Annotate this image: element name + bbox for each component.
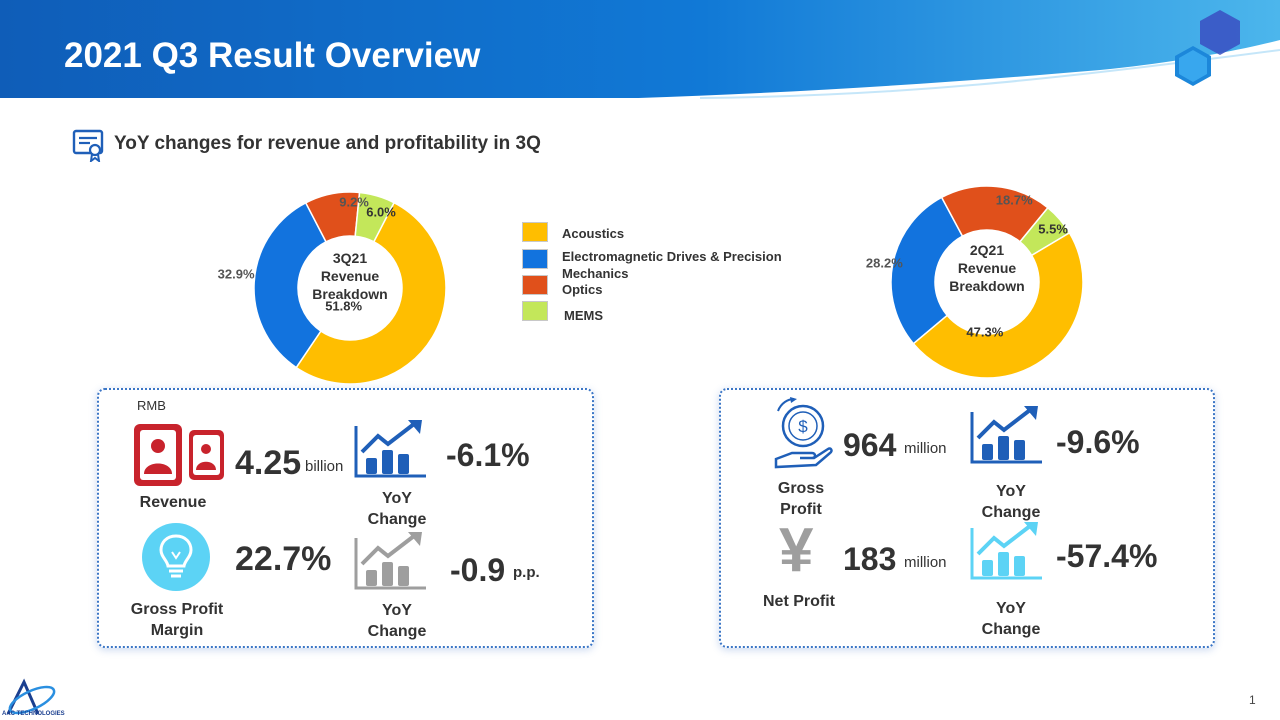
money-hand-icon: $ [774,397,833,469]
caption-line: Gross [777,480,825,497]
caption-line: Profit [780,501,822,518]
slice-electromagnetic [890,196,964,345]
gross-profit-label: Gross Profit [778,478,824,520]
donut-center-line: Breakdown [949,278,1025,294]
company-logo-text: AAC TECHNOLOGIES [2,711,65,717]
slice-mems [354,191,396,243]
net-profit-label: Net Profit [763,593,835,610]
bar-chart-growth-icon [354,420,426,478]
gross-profit-value: 964 [843,427,897,463]
certificate-icon [72,129,104,162]
revenue-value: 4.25 [235,444,302,482]
donut-center-line: Revenue [957,260,1017,276]
caption-line: YoY [996,600,1026,617]
gross-margin-yoy-value: -0.9 [450,552,506,588]
slice-electromagnetic [253,201,328,369]
legend-swatch-acoustics [522,222,548,242]
legend-swatch-electromagnetic [522,249,548,269]
page-number: 1 [1249,693,1256,707]
currency-label: RMB [137,398,166,413]
donut-center-label: 2Q21 Revenue Breakdown [949,241,1024,295]
legend-label-electromagnetic: Electromagnetic Drives & Precision Mecha… [562,249,782,282]
gross-margin-yoy-caption: YoY Change [368,600,427,642]
caption-line: Margin [150,622,204,639]
caption-line: Change [367,511,427,528]
gross-margin-value: 22.7% [235,540,332,578]
data-label: 32.9% [217,266,255,282]
caption-line: YoY [382,490,412,507]
data-label: 51.8% [325,298,363,314]
header-banner: 2021 Q3 Result Overview [0,0,1280,108]
caption-line: YoY [996,483,1026,500]
gross-margin-yoy-unit: p.p. [513,564,540,581]
data-label: 18.7% [995,192,1033,208]
caption-line: Change [981,504,1041,521]
legend-swatch-optics [522,275,548,295]
data-label: 47.3% [966,324,1004,340]
bar-chart-growth-icon [970,522,1042,580]
legend-label-line: Electromagnetic Drives & Precision [562,249,782,264]
gross-profit-unit: million [904,440,947,457]
legend-swatch-mems [522,301,548,321]
net-profit-value: 183 [843,541,897,577]
section-subtitle: YoY changes for revenue and profitabilit… [114,133,541,154]
caption-line: Change [367,623,427,640]
revenue-yoy-value: -6.1% [446,437,530,473]
bar-chart-growth-icon [354,532,426,590]
data-label: 5.5% [1038,221,1068,237]
caption-line: Change [981,621,1041,638]
slice-mems [1018,206,1071,257]
donut-center-line: Breakdown [312,286,388,302]
lightbulb-icon [142,523,210,591]
revenue-yoy-caption: YoY Change [368,488,427,530]
net-profit-unit: million [904,554,947,571]
legend-label-acoustics: Acoustics [562,226,625,241]
slice-acoustics [912,231,1084,379]
legend-label-mems: MEMS [564,308,603,323]
caption-line: YoY [382,602,412,619]
slice-optics [940,185,1049,243]
revenue-label: Revenue [139,494,207,511]
yen-icon: ¥ [779,516,814,585]
caption-line: Gross Profit [130,601,224,618]
donut-center-label: 3Q21 Revenue Breakdown [312,249,387,303]
revenue-icon [134,424,224,486]
donut-center-line: 3Q21 [332,250,368,266]
bar-chart-growth-icon [970,406,1042,464]
donut-center-line: 2Q21 [969,242,1005,258]
slice-optics [304,191,361,243]
data-label: 6.0% [366,204,396,220]
revenue-unit: billion [305,458,344,475]
company-logo [6,678,56,715]
legend-label-line: Mechanics [562,266,629,281]
gross-margin-label: Gross Profit Margin [131,599,223,641]
hexagon-decor-icon [1175,10,1240,86]
legend-label-optics: Optics [562,282,603,297]
slice-acoustics [295,201,447,385]
data-label: 28.2% [865,255,903,271]
money-symbol: $ [798,417,808,436]
net-profit-yoy-value: -57.4% [1056,538,1158,574]
donut-center-line: Revenue [320,268,380,284]
chart-legend: Acoustics Electromagnetic Drives & Preci… [522,220,822,330]
page-title: 2021 Q3 Result Overview [64,36,481,75]
gross-profit-yoy-value: -9.6% [1056,424,1140,460]
profit-panel [719,388,1215,648]
gross-profit-yoy-caption: YoY Change [982,481,1041,523]
net-profit-yoy-caption: YoY Change [982,598,1041,640]
data-label: 9.2% [339,194,369,210]
